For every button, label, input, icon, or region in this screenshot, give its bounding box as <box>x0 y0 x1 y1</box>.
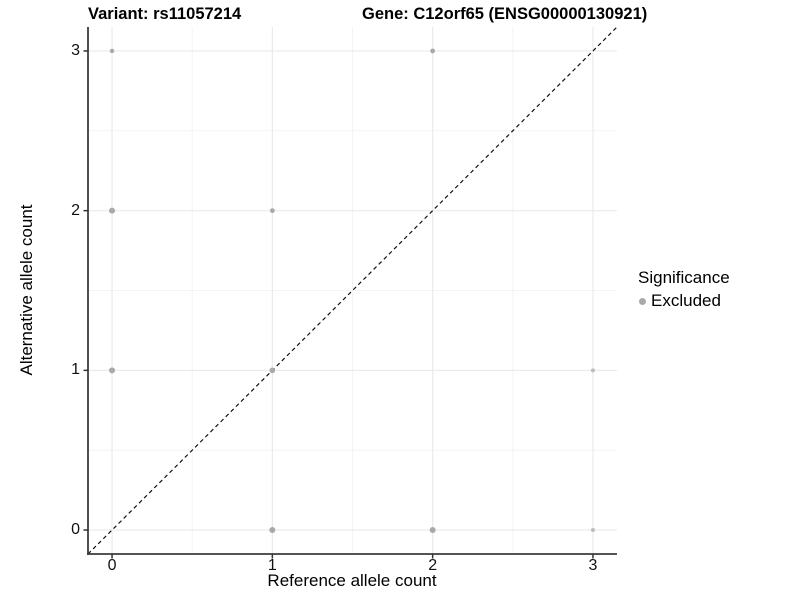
data-point <box>109 48 115 54</box>
x-axis-title: Reference allele count <box>267 571 437 590</box>
data-point <box>429 527 436 534</box>
legend-point-icon <box>639 297 646 305</box>
legend: Significance Excluded <box>638 268 730 311</box>
data-point <box>590 528 595 533</box>
legend-item-excluded: Excluded <box>638 291 730 311</box>
identity-line <box>87 26 618 555</box>
y-tick-label: 0 <box>71 521 80 539</box>
data-point <box>269 367 276 374</box>
data-point <box>109 367 116 374</box>
x-tick-label: 1 <box>267 557 277 574</box>
data-point <box>430 48 436 54</box>
variant-title: Variant: rs11057214 <box>88 5 242 23</box>
y-tick-label: 2 <box>71 201 80 219</box>
data-point <box>590 368 595 373</box>
y-axis-title: Alternative allele count <box>17 204 36 376</box>
legend-title: Significance <box>638 268 730 287</box>
legend-item-label: Excluded <box>651 291 721 310</box>
data-point <box>269 527 276 534</box>
x-tick-label: 0 <box>107 557 117 574</box>
x-tick-label: 3 <box>588 557 598 574</box>
x-tick-label: 2 <box>428 557 438 574</box>
y-tick-label: 1 <box>71 361 80 379</box>
data-point <box>269 208 275 214</box>
y-tick-label: 3 <box>71 41 80 59</box>
data-point <box>109 207 116 214</box>
gene-title: Gene: C12orf65 (ENSG00000130921) <box>362 5 648 23</box>
